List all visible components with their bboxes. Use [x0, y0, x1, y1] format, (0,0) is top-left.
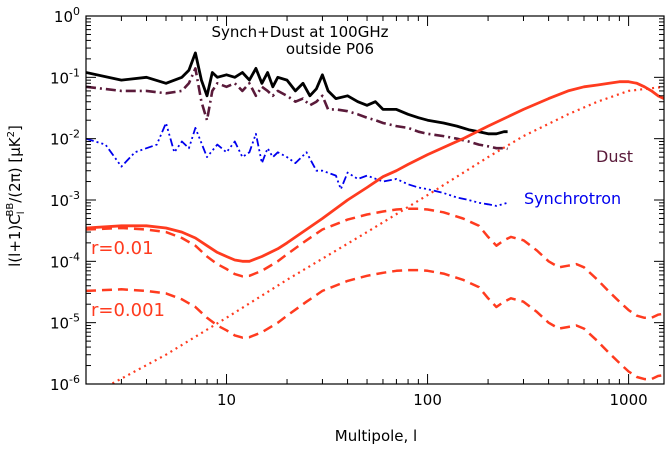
series-dust	[86, 67, 508, 151]
chart-title-line1: Synch+Dust at 100GHz	[212, 23, 389, 41]
series-lensing	[109, 85, 664, 384]
y-tick-label: 10-1	[50, 66, 80, 87]
series-total	[86, 51, 508, 136]
series-layer	[86, 51, 664, 384]
y-tick-label: 100	[54, 5, 80, 26]
y-tick-label: 10-5	[50, 312, 80, 333]
x-tick-label: 100	[413, 391, 442, 409]
synchrotron-label: Synchrotron	[524, 189, 621, 208]
series-synchrotron	[86, 122, 508, 207]
x-tick-label: 10	[217, 391, 236, 409]
chart-title-line2: outside P06	[286, 40, 374, 58]
r-0.01-label: r=0.01	[91, 238, 154, 259]
tick-layer: 10 100 1000 10-6 10-5 10-4 10-3 10-2 10-1 100	[50, 5, 664, 409]
series-r0001_tensor	[86, 268, 664, 381]
dust-label: Dust	[596, 147, 633, 166]
y-tick-label: 10-2	[50, 128, 80, 149]
r-0.001-label: r=0.001	[91, 300, 165, 321]
x-tick-label: 1000	[610, 391, 648, 409]
y-tick-label: 10-4	[50, 250, 80, 271]
series-r001_tensor	[86, 207, 664, 320]
x-axis-label: Multipole, l	[335, 427, 417, 445]
series-r001_total	[86, 80, 664, 263]
y-tick-label: 10-3	[50, 189, 80, 210]
y-axis-label: l(l+1)ClBB/(2π) [μK2]	[5, 125, 27, 267]
y-tick-label: 10-6	[50, 373, 80, 394]
